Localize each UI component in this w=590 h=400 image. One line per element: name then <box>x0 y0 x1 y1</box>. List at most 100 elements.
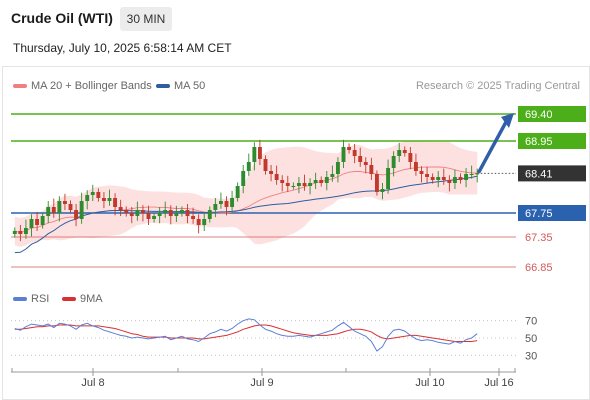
candle-body <box>419 171 424 174</box>
candle-body <box>196 219 201 225</box>
candle-body <box>140 210 145 213</box>
candle-body <box>441 177 446 180</box>
current-price-tag <box>518 165 586 182</box>
candle-body <box>101 198 106 201</box>
datetime-label: Thursday, July 10, 2025 6:58:14 AM CET <box>13 41 232 55</box>
candle-body <box>413 162 418 171</box>
legend-rsi: RSI <box>13 293 49 305</box>
candle-body <box>46 207 51 216</box>
candle-body <box>152 216 157 219</box>
current-price-label: 68.41 <box>525 168 553 180</box>
candle-body <box>213 204 218 210</box>
candle-body <box>207 210 212 219</box>
candle-body <box>168 210 173 216</box>
x-tick-label-1: Jul 9 <box>250 377 273 389</box>
rsi-ma-swatch <box>62 297 76 302</box>
candle-body <box>157 213 162 216</box>
forecast-arrow-head <box>501 113 514 128</box>
candle-body <box>408 153 413 162</box>
candle-body <box>85 195 90 201</box>
candle-body <box>118 207 123 210</box>
candle-body <box>246 162 251 171</box>
legend-rsi-ma: 9MA <box>62 293 103 305</box>
candle-body <box>96 192 101 198</box>
candle-body <box>452 177 457 183</box>
rsi-swatch <box>13 297 27 302</box>
candle-body <box>252 147 257 162</box>
rsi-line <box>14 318 478 352</box>
candle-body <box>257 147 262 159</box>
ma50-line <box>14 175 478 254</box>
candle-body <box>358 156 363 162</box>
candle-body <box>62 201 67 204</box>
rsi-tick-30: 30 <box>525 350 537 362</box>
forecast-arrow <box>477 120 508 174</box>
credit-text: Research © 2025 Trading Central <box>415 80 580 92</box>
candle-body <box>230 198 235 207</box>
candle-body <box>296 183 301 186</box>
candle-body <box>430 177 435 180</box>
candle-body <box>174 213 179 216</box>
legend-rsi-label: RSI <box>31 293 50 305</box>
candle-body <box>146 213 151 219</box>
candle-body <box>458 177 463 180</box>
candle-body <box>107 198 112 201</box>
candle-body <box>319 180 324 183</box>
candle-body <box>129 213 134 216</box>
header-bar <box>0 0 590 36</box>
level-tag-69.40 <box>518 106 586 122</box>
level-label-67.35: 67.35 <box>525 232 553 244</box>
candle-body <box>124 210 129 213</box>
level-label-67.75: 67.75 <box>525 208 553 220</box>
candle-body <box>40 216 45 225</box>
legend-ma50: MA 50 <box>156 80 205 92</box>
legend-rsi-ma-label: 9MA <box>80 293 103 305</box>
candle-body <box>241 171 246 186</box>
candle-body <box>263 159 268 171</box>
candle-body <box>23 228 28 234</box>
candle-body <box>90 192 95 195</box>
candle-body <box>163 210 168 213</box>
candle-body <box>330 174 335 177</box>
candle-body <box>363 162 368 165</box>
candle-body <box>18 231 23 234</box>
candle-body <box>464 174 469 180</box>
legend-ma50-label: MA 50 <box>174 80 206 92</box>
candle-body <box>308 183 313 186</box>
ma50-swatch <box>156 84 170 89</box>
candle-body <box>224 201 229 207</box>
candle-body <box>335 162 340 174</box>
candle-body <box>12 231 17 234</box>
candle-body <box>447 180 452 183</box>
level-label-69.40: 69.40 <box>525 109 553 121</box>
candle-body <box>386 168 391 189</box>
x-tick-label-0: Jul 8 <box>81 377 104 389</box>
candle-body <box>324 177 329 183</box>
candle-body <box>374 174 379 192</box>
candle-body <box>347 147 352 150</box>
timeframe-button[interactable]: 30 MIN <box>120 7 172 31</box>
candle-body <box>202 219 207 225</box>
bollinger-band <box>14 140 478 247</box>
candle-body <box>274 174 279 180</box>
candle-body <box>380 189 385 192</box>
candle-body <box>185 210 190 216</box>
candle-body <box>402 150 407 153</box>
candle-body <box>113 198 118 207</box>
candle-body <box>79 201 84 219</box>
level-label-66.85: 66.85 <box>525 262 553 274</box>
candle-body <box>51 207 56 213</box>
level-label-68.95: 68.95 <box>525 136 553 148</box>
legend-ma20: MA 20 + Bollinger Bands <box>13 80 152 92</box>
instrument-title: Crude Oil (WTI) <box>11 10 113 26</box>
ma20-swatch <box>13 84 27 89</box>
x-tick-label-2: Jul 10 <box>415 377 444 389</box>
candle-body <box>291 186 296 187</box>
candle-body <box>74 210 79 219</box>
rsi-tick-50: 50 <box>525 333 537 345</box>
candle-body <box>397 150 402 156</box>
x-tick-label-3: Jul 16 <box>484 377 513 389</box>
candle-body <box>352 150 357 156</box>
candle-body <box>218 201 223 204</box>
